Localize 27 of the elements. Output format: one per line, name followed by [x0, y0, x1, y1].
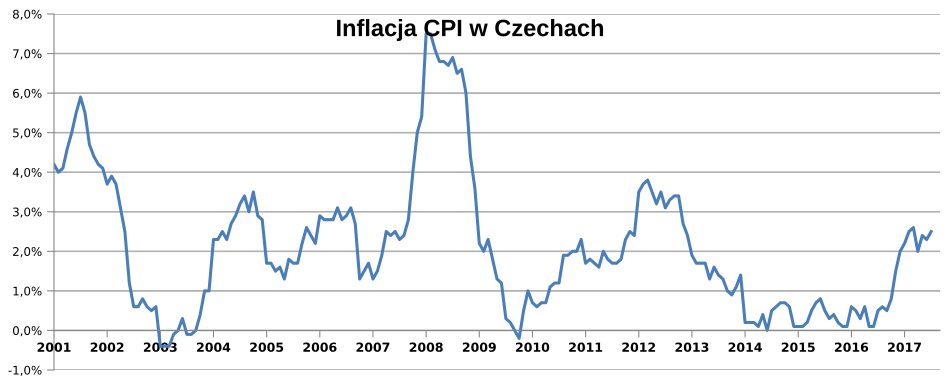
x-tick-label: 2002 [90, 342, 124, 352]
y-tick-label: 2,0% [13, 247, 42, 258]
x-tick-label: 2016 [834, 342, 868, 352]
y-tick-label: 8,0% [13, 10, 42, 20]
chart-title: Inflacja CPI w Czechach [337, 18, 604, 42]
x-tick-label: 2007 [356, 342, 390, 352]
x-tick-label: 2006 [303, 342, 337, 352]
y-tick-label: -1,0% [8, 366, 42, 376]
x-tick-label: 2013 [676, 342, 708, 352]
x-tick-label: 2009 [462, 342, 496, 352]
x-tick-label: 2017 [888, 342, 921, 352]
y-tick-label: 4,0% [12, 168, 42, 178]
y-tick-label: 6,0% [13, 88, 42, 99]
x-tick-label: 2010 [516, 342, 550, 352]
y-tick-label: 0,0% [12, 326, 42, 336]
x-tick-label: 2015 [782, 342, 815, 352]
x-tick-label: 2004 [197, 342, 230, 352]
y-tick-label: 7,0% [13, 49, 42, 60]
x-tick-label: 2005 [250, 342, 284, 352]
y-tick-label: 3,0% [13, 208, 42, 218]
x-tick-label: 2008 [410, 342, 443, 352]
x-tick-label: 2011 [569, 342, 602, 352]
x-tick-label: 2014 [728, 342, 762, 352]
x-tick-label: 2012 [622, 342, 656, 352]
y-tick-label: 1,0% [14, 286, 42, 297]
y-tick-label: 5,0% [13, 128, 42, 139]
x-tick-label: 2001 [38, 342, 71, 352]
